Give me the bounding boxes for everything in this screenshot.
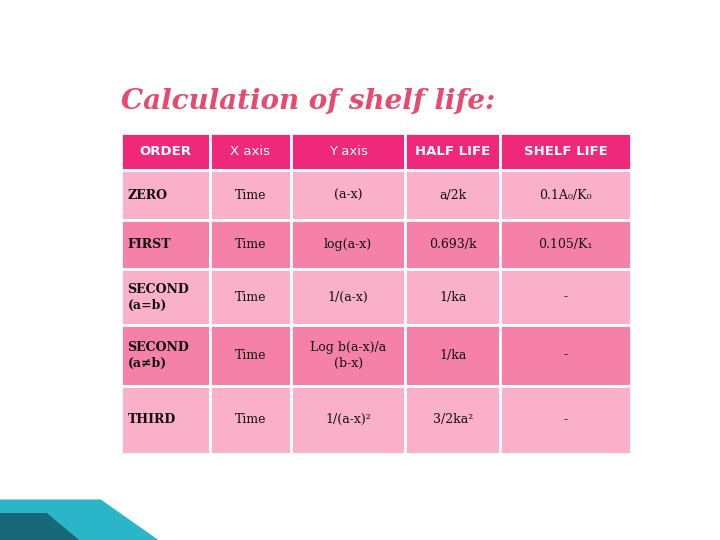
Bar [121, 325, 210, 386]
Bar [405, 269, 500, 325]
Bar [405, 325, 500, 386]
Text: Log b(a-x)/a
(b-x): Log b(a-x)/a (b-x) [310, 341, 386, 369]
Bar [121, 220, 210, 269]
Text: 1/ka: 1/ka [439, 349, 467, 362]
Bar [291, 386, 405, 454]
Text: 1/(a-x): 1/(a-x) [328, 291, 369, 303]
Polygon shape [0, 500, 158, 540]
Polygon shape [0, 513, 79, 540]
Text: THIRD: THIRD [127, 413, 176, 426]
Text: HALF LIFE: HALF LIFE [415, 145, 490, 158]
Text: Time: Time [235, 291, 266, 303]
Text: Y axis: Y axis [328, 145, 367, 158]
Bar [291, 133, 405, 170]
Text: ORDER: ORDER [140, 145, 192, 158]
Bar [121, 386, 210, 454]
Text: 0.105/K₁: 0.105/K₁ [539, 238, 593, 251]
Bar [291, 220, 405, 269]
Text: Time: Time [235, 413, 266, 426]
Bar [210, 386, 291, 454]
Bar [500, 269, 631, 325]
Bar [291, 325, 405, 386]
Text: log(a-x): log(a-x) [324, 238, 372, 251]
Bar [210, 220, 291, 269]
Text: SECOND
(a=b): SECOND (a=b) [127, 282, 189, 312]
Bar [291, 269, 405, 325]
Bar [500, 170, 631, 220]
Bar [500, 325, 631, 386]
Bar [121, 269, 210, 325]
Text: Calculation of shelf life:: Calculation of shelf life: [121, 87, 495, 114]
Text: ZERO: ZERO [127, 188, 167, 201]
Text: X axis: X axis [230, 145, 271, 158]
Text: a/2k: a/2k [439, 188, 467, 201]
Bar [210, 170, 291, 220]
Text: FIRST: FIRST [127, 238, 171, 251]
Bar [121, 133, 210, 170]
Text: 1/(a-x)²: 1/(a-x)² [325, 413, 371, 426]
Text: -: - [564, 413, 568, 426]
Text: SHELF LIFE: SHELF LIFE [524, 145, 608, 158]
Bar [500, 220, 631, 269]
Text: -: - [564, 291, 568, 303]
Bar [210, 325, 291, 386]
Text: Time: Time [235, 188, 266, 201]
Bar [291, 170, 405, 220]
Text: 1/ka: 1/ka [439, 291, 467, 303]
Bar [405, 133, 500, 170]
Bar [210, 133, 291, 170]
Bar [405, 220, 500, 269]
Text: Time: Time [235, 349, 266, 362]
Text: Time: Time [235, 238, 266, 251]
Bar [405, 386, 500, 454]
Text: 0.1A₀/K₀: 0.1A₀/K₀ [539, 188, 592, 201]
Text: 0.693/k: 0.693/k [429, 238, 477, 251]
Text: SECOND
(a≠b): SECOND (a≠b) [127, 341, 189, 369]
Bar [210, 269, 291, 325]
Bar [500, 133, 631, 170]
Bar [405, 170, 500, 220]
Bar [500, 386, 631, 454]
Text: -: - [564, 349, 568, 362]
Text: 3/2ka²: 3/2ka² [433, 413, 473, 426]
Text: (a-x): (a-x) [334, 188, 362, 201]
Bar [121, 170, 210, 220]
